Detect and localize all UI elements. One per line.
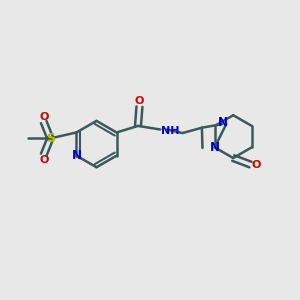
Text: O: O	[251, 160, 260, 170]
Text: S: S	[46, 132, 55, 145]
Text: N: N	[210, 141, 220, 154]
Text: N: N	[71, 149, 81, 162]
Text: O: O	[39, 112, 48, 122]
Text: O: O	[39, 155, 48, 165]
Text: NH: NH	[161, 126, 180, 136]
Text: N: N	[218, 116, 228, 129]
Text: O: O	[135, 96, 144, 106]
